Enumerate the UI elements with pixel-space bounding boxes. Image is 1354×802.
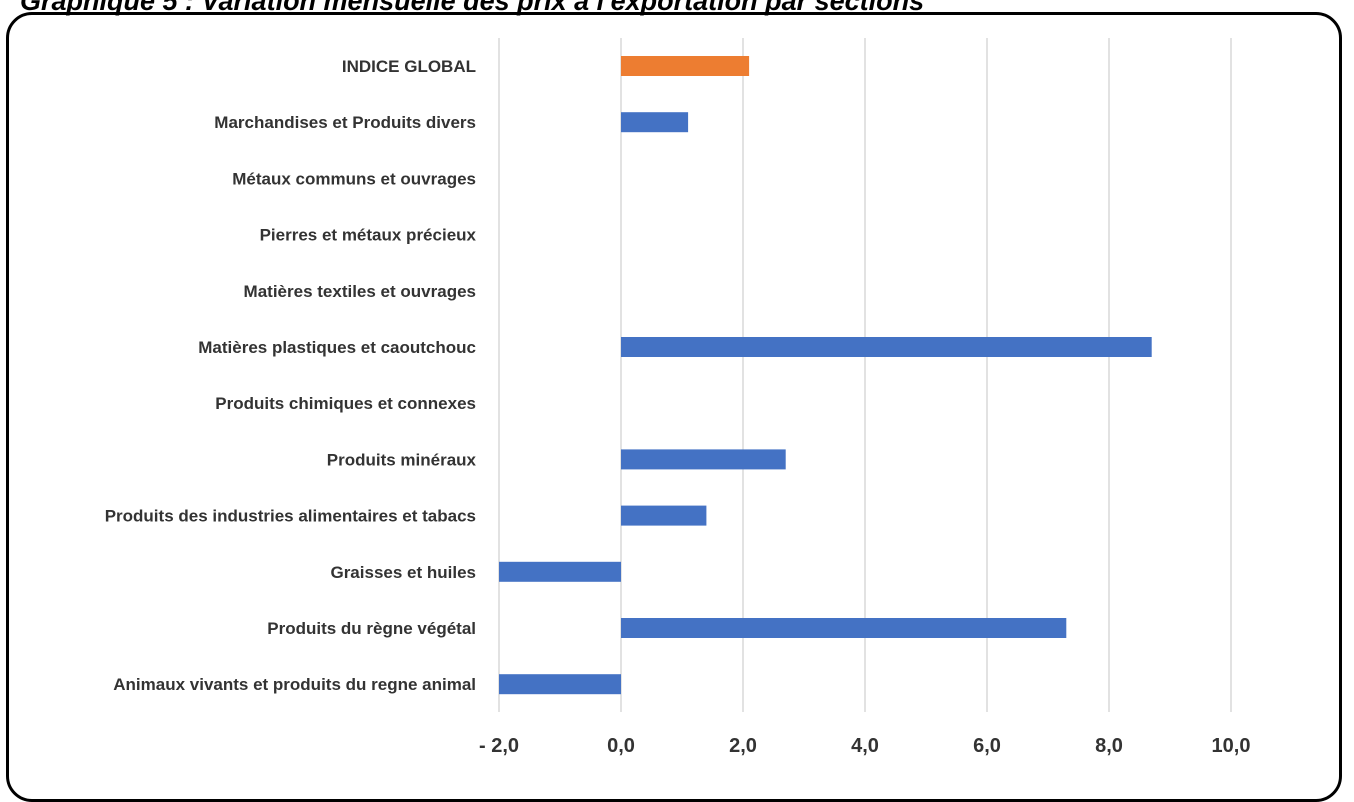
bar (621, 449, 786, 470)
bars (499, 56, 1152, 695)
bar (499, 674, 621, 695)
bar-chart: INDICE GLOBAL Marchandises et Produits di… (105, 38, 1250, 757)
x-axis-tick-labels: - 2,0 0,0 2,0 4,0 6,0 8,0 10,0 (479, 735, 1250, 757)
category-label: Produits des industries alimentaires et … (105, 507, 476, 526)
x-tick-label: 0,0 (607, 735, 635, 757)
category-label: Métaux communs et ouvrages (232, 169, 476, 188)
category-label: Animaux vivants et produits du regne ani… (113, 675, 476, 694)
bar (621, 112, 689, 133)
category-label: Produits minéraux (327, 450, 477, 469)
bar (621, 505, 707, 526)
chart-frame (6, 12, 1342, 802)
bar (621, 337, 1152, 357)
bar (621, 618, 1067, 638)
category-labels: INDICE GLOBAL Marchandises et Produits di… (105, 57, 477, 694)
category-label: INDICE GLOBAL (342, 57, 476, 76)
category-label: Produits chimiques et connexes (215, 394, 476, 413)
category-label: Matières plastiques et caoutchouc (198, 338, 476, 357)
category-label: Produits du règne végétal (267, 619, 476, 638)
x-tick-label: - 2,0 (479, 735, 519, 757)
x-tick-label: 6,0 (973, 735, 1001, 757)
bar (499, 561, 621, 582)
bar (621, 56, 750, 76)
category-label: Pierres et métaux précieux (260, 226, 477, 245)
category-label: Graisses et huiles (330, 563, 476, 582)
gridlines (498, 38, 1232, 712)
x-tick-label: 4,0 (851, 735, 879, 757)
category-label: Marchandises et Produits divers (214, 113, 476, 132)
x-tick-label: 8,0 (1095, 735, 1123, 757)
x-tick-label: 10,0 (1212, 735, 1251, 757)
x-tick-label: 2,0 (729, 735, 757, 757)
category-label: Matières textiles et ouvrages (244, 282, 476, 301)
chart-title: Graphique 5 : Variation mensuelle des pr… (20, 0, 925, 16)
